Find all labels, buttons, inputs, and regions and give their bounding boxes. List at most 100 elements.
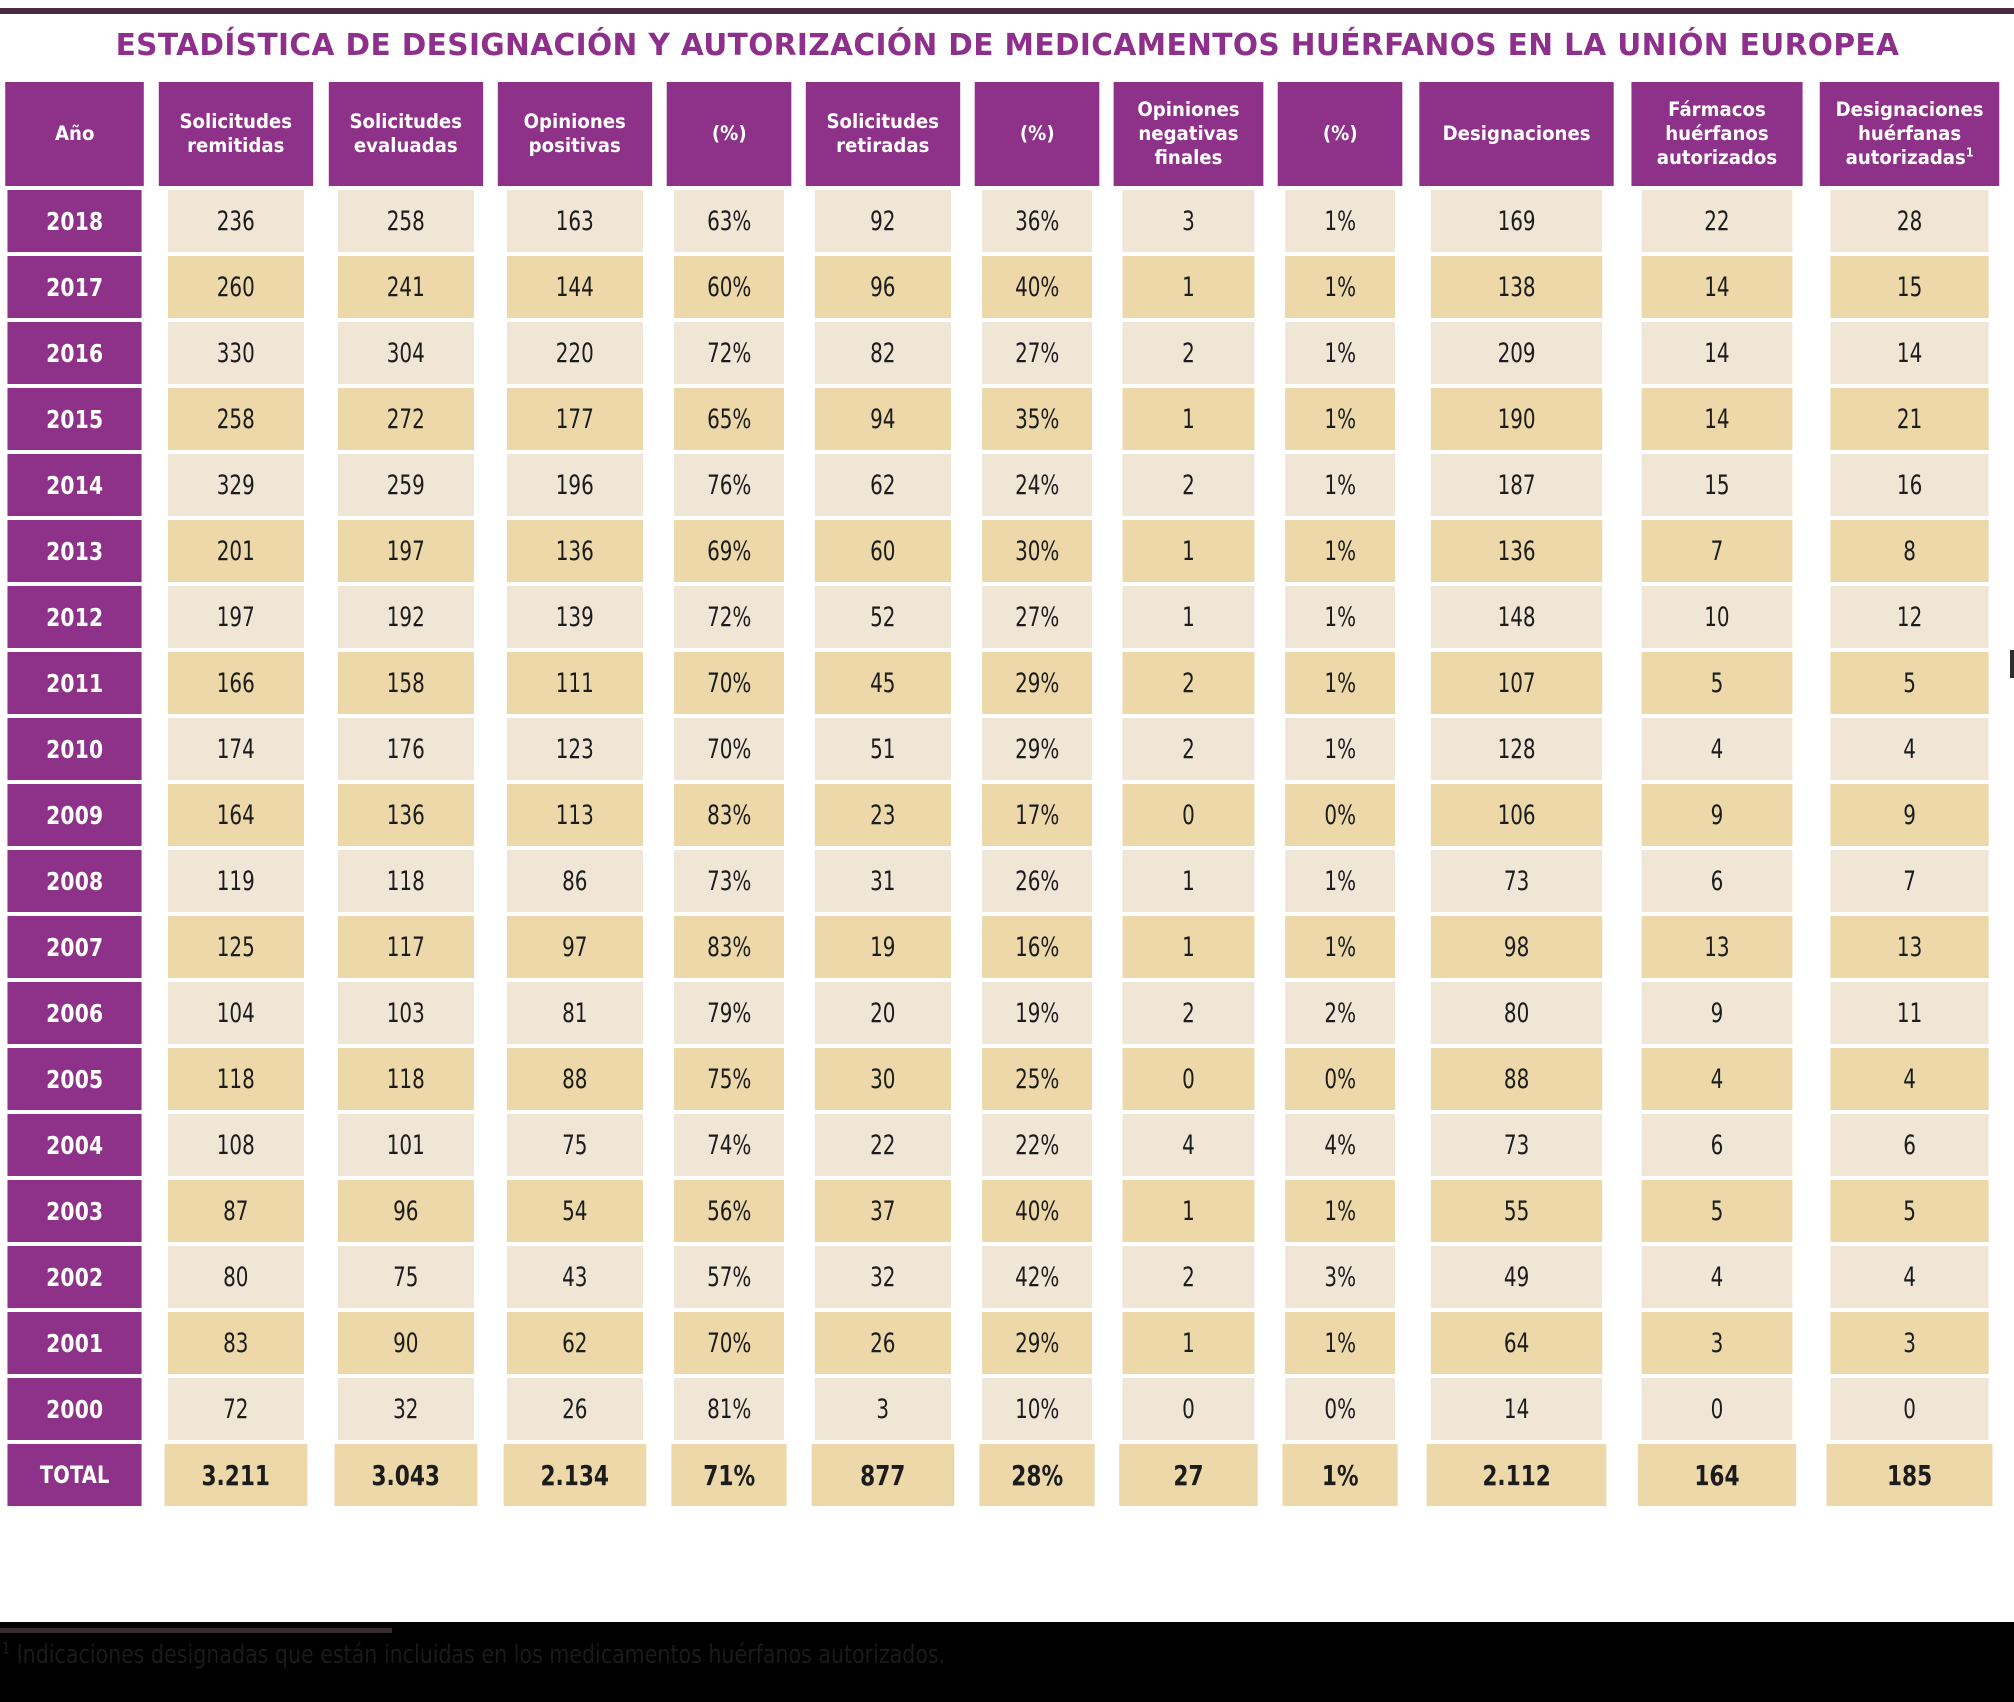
row-year-cell: 2005 [7,1048,142,1110]
cell-designaciones_huerfanas_autorizadas: 4 [1830,1048,1989,1110]
cell-pct_negativas: 3% [1285,1246,1396,1308]
cell-solicitudes_retiradas: 23 [815,784,951,846]
col-header-farmacos-l1: Fármacos [1668,98,1766,122]
cell-solicitudes_evaluadas: 96 [337,1180,474,1242]
table-row: 2017 260 241 144 60% 96 40% 1 1% 138 14 15 [0,256,2006,318]
total-cell-pct_positivas: 71% [671,1444,787,1506]
cell-solicitudes_remitidas: 87 [168,1180,305,1242]
total-label-cell: TOTAL [7,1444,142,1506]
cell-opiniones_positivas: 88 [507,1048,644,1110]
cell-pct_negativas: 1% [1285,1180,1396,1242]
total-cell-designaciones: 2.112 [1426,1444,1607,1506]
cell-designaciones_huerfanas_autorizadas: 12 [1830,586,1989,648]
cell-pct_retiradas: 25% [981,1048,1093,1110]
cell-designaciones: 209 [1430,322,1603,384]
cell-opiniones_positivas: 113 [507,784,644,846]
col-header-opiniones-positivas-l2: positivas [529,134,622,157]
cell-designaciones: 169 [1430,190,1603,252]
table-row: 2015 258 272 177 65% 94 35% 1 1% 190 14 21 [0,388,2006,450]
cell-solicitudes_retiradas: 19 [815,916,951,978]
cell-designaciones_huerfanas_autorizadas: 4 [1830,1246,1989,1308]
cell-designaciones_huerfanas_autorizadas: 14 [1830,322,1989,384]
table-total-row: TOTAL 3.211 3.043 2.134 71% 877 28% 27 1% 2.112 16… [0,1444,2006,1506]
row-year-cell: 2014 [7,454,142,516]
cell-solicitudes_retiradas: 51 [815,718,951,780]
cell-solicitudes_retiradas: 62 [815,454,951,516]
col-header-opiniones-positivas: Opiniones positivas [498,82,653,186]
table-row: 2012 197 192 139 72% 52 27% 1 1% 148 10 12 [0,586,2006,648]
bottom-black-band [0,1622,2014,1702]
cell-solicitudes_evaluadas: 197 [337,520,474,582]
col-header-solicitudes-evaluadas: Solicitudes evaluadas [328,82,483,186]
footnote-text: Indicaciones designadas que están inclui… [16,1640,946,1670]
cell-solicitudes_retiradas: 82 [815,322,951,384]
cell-pct_positivas: 76% [674,454,785,516]
cell-opiniones_positivas: 97 [507,916,644,978]
cell-solicitudes_retiradas: 31 [815,850,951,912]
cell-pct_retiradas: 30% [981,520,1093,582]
cell-opiniones_negativas_finales: 1 [1122,520,1255,582]
cell-pct_retiradas: 36% [981,190,1093,252]
cell-opiniones_negativas_finales: 2 [1122,1246,1255,1308]
cell-designaciones_huerfanas_autorizadas: 11 [1830,982,1989,1044]
cell-pct_negativas: 1% [1285,652,1396,714]
cell-pct_negativas: 4% [1285,1114,1396,1176]
cell-solicitudes_retiradas: 30 [815,1048,951,1110]
cell-designaciones: 14 [1430,1378,1603,1440]
edge-artifact [2010,650,2014,678]
cell-designaciones: 187 [1430,454,1603,516]
cell-designaciones: 190 [1430,388,1603,450]
col-header-farmacos-l2: huérfanos [1665,122,1769,146]
cell-farmacos_huerfanos_autorizados: 5 [1641,1180,1793,1242]
cell-designaciones_huerfanas_autorizadas: 5 [1830,652,1989,714]
cell-pct_negativas: 1% [1285,586,1396,648]
col-header-desig-huerf-l3: autorizadas [1845,145,1966,169]
cell-opiniones_positivas: 196 [507,454,644,516]
row-year-cell: 2016 [7,322,142,384]
cell-opiniones_negativas_finales: 2 [1122,322,1255,384]
table-row: 2013 201 197 136 69% 60 30% 1 1% 136 7 8 [0,520,2006,582]
cell-pct_retiradas: 29% [981,718,1093,780]
table-row: 2018 236 258 163 63% 92 36% 3 1% 169 22 28 [0,190,2006,252]
cell-opiniones_positivas: 43 [507,1246,644,1308]
cell-pct_negativas: 0% [1285,1378,1396,1440]
cell-pct_positivas: 74% [674,1114,785,1176]
cell-farmacos_huerfanos_autorizados: 4 [1641,718,1793,780]
cell-solicitudes_remitidas: 80 [168,1246,305,1308]
cell-opiniones_negativas_finales: 1 [1122,388,1255,450]
col-header-solicitudes-retiradas: Solicitudes retiradas [806,82,961,186]
col-header-solicitudes-evaluadas-l2: evaluadas [353,134,458,157]
cell-solicitudes_remitidas: 164 [168,784,305,846]
cell-opiniones_negativas_finales: 2 [1122,718,1255,780]
col-header-solicitudes-retiradas-l2: retiradas [836,134,930,157]
cell-solicitudes_retiradas: 45 [815,652,951,714]
col-header-pct-retiradas-l1: (%) [1019,122,1055,146]
cell-solicitudes_remitidas: 119 [168,850,305,912]
col-header-opiniones-negativas-l2: negativas [1138,122,1239,146]
cell-designaciones_huerfanas_autorizadas: 3 [1830,1312,1989,1374]
cell-solicitudes_evaluadas: 118 [337,850,474,912]
cell-pct_retiradas: 26% [981,850,1093,912]
cell-pct_positivas: 81% [674,1378,785,1440]
cell-opiniones_positivas: 177 [507,388,644,450]
cell-designaciones: 148 [1430,586,1603,648]
cell-solicitudes_remitidas: 258 [168,388,305,450]
cell-designaciones: 64 [1430,1312,1603,1374]
cell-solicitudes_remitidas: 197 [168,586,305,648]
cell-opiniones_negativas_finales: 1 [1122,850,1255,912]
header-row: Año Solicitudes remitidas Solicitudes eval… [0,82,2006,186]
col-header-anio: Año [5,82,145,186]
cell-designaciones_huerfanas_autorizadas: 0 [1830,1378,1989,1440]
table-row: 2000 72 32 26 81% 3 10% 0 0% 14 0 0 [0,1378,2006,1440]
cell-opiniones_positivas: 139 [507,586,644,648]
table-container: Año Solicitudes remitidas Solicitudes eval… [0,78,2014,1510]
row-year-cell: 2011 [7,652,142,714]
cell-farmacos_huerfanos_autorizados: 3 [1641,1312,1793,1374]
cell-opiniones_positivas: 81 [507,982,644,1044]
row-year-cell: 2018 [7,190,142,252]
col-header-desig-huerf-l2: huérfanas [1857,122,1961,146]
cell-designaciones_huerfanas_autorizadas: 28 [1830,190,1989,252]
cell-solicitudes_retiradas: 37 [815,1180,951,1242]
cell-solicitudes_remitidas: 166 [168,652,305,714]
